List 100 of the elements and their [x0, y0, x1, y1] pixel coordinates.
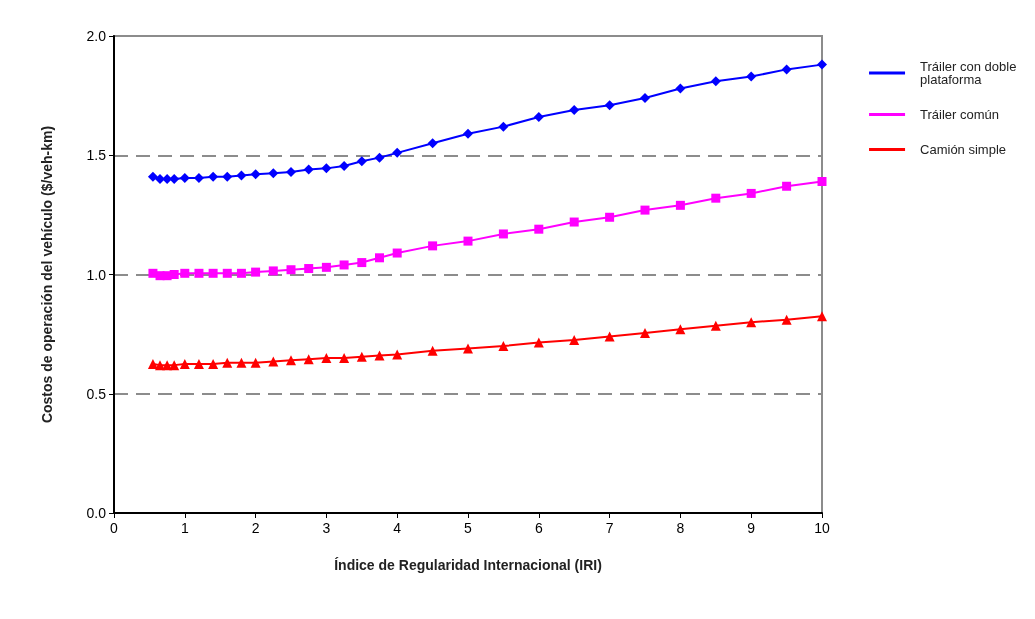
- point: [711, 193, 721, 203]
- point: [675, 324, 686, 335]
- x-tick-label: 8: [676, 520, 685, 536]
- point: [169, 270, 179, 279]
- point: [222, 357, 233, 368]
- point: [640, 327, 650, 338]
- point: [236, 357, 247, 368]
- point: [533, 112, 544, 123]
- point: [392, 248, 402, 258]
- point: [268, 356, 279, 367]
- point: [640, 205, 650, 215]
- point: [148, 268, 158, 278]
- point: [286, 166, 296, 177]
- x-tick-label: 2: [251, 520, 260, 536]
- point: [208, 358, 219, 369]
- point: [286, 355, 296, 366]
- point: [169, 174, 180, 185]
- point: [427, 345, 438, 356]
- point: [339, 352, 350, 363]
- point: [179, 172, 190, 183]
- point: [356, 351, 367, 362]
- x-tick-label: 6: [534, 520, 543, 536]
- point: [321, 352, 332, 363]
- point: [339, 160, 350, 171]
- point: [250, 169, 261, 180]
- point: [392, 349, 403, 360]
- point: [193, 358, 204, 369]
- y-tick-label: 1.0: [86, 266, 107, 283]
- y-tick-label: 0.5: [86, 385, 107, 402]
- y-tick-label: 1.5: [86, 147, 107, 164]
- point: [817, 59, 827, 70]
- point: [604, 100, 615, 111]
- point: [321, 262, 331, 272]
- point: [179, 358, 190, 369]
- point: [534, 224, 544, 234]
- point: [147, 358, 158, 369]
- point: [428, 241, 438, 251]
- point: [569, 217, 579, 227]
- x-tick-label: 10: [814, 520, 830, 536]
- point: [339, 260, 349, 270]
- point: [463, 236, 473, 246]
- point: [180, 268, 190, 278]
- point: [304, 264, 314, 274]
- point: [640, 93, 650, 104]
- point: [375, 253, 384, 263]
- point: [356, 156, 367, 167]
- point: [498, 121, 509, 132]
- point: [374, 350, 385, 361]
- y-axis-title: Costos de operación del vehículo ($/veh-km): [39, 125, 55, 424]
- point: [357, 258, 367, 268]
- point: [710, 76, 721, 87]
- point: [463, 343, 473, 354]
- point: [147, 171, 158, 182]
- point: [268, 168, 279, 179]
- point: [675, 83, 686, 94]
- point: [781, 314, 792, 325]
- x-tick-label: 1: [180, 520, 189, 536]
- point: [533, 337, 544, 348]
- point: [286, 265, 296, 275]
- x-tick-label: 4: [393, 520, 402, 536]
- point: [746, 188, 756, 198]
- legend-label: Camión simple: [920, 142, 1007, 157]
- x-tick-label: 9: [747, 520, 756, 536]
- point: [604, 331, 615, 342]
- point: [675, 200, 685, 210]
- point: [321, 163, 332, 174]
- point: [268, 266, 278, 276]
- point: [817, 176, 827, 186]
- x-tick-label: 3: [322, 520, 331, 536]
- point: [392, 147, 403, 158]
- legend-label: Tráiler común: [920, 107, 1000, 122]
- point: [236, 170, 247, 181]
- point: [569, 335, 580, 346]
- point: [222, 268, 232, 278]
- point: [781, 64, 792, 75]
- x-tick-label: 0: [110, 520, 119, 536]
- point: [251, 267, 261, 277]
- legend-label: Tráiler con doble plataforma: [920, 59, 1021, 87]
- point: [605, 212, 615, 222]
- point: [463, 128, 473, 139]
- point: [222, 171, 233, 182]
- point: [498, 341, 509, 352]
- x-tick-label: 5: [464, 520, 473, 536]
- point: [498, 229, 508, 239]
- point: [303, 354, 314, 365]
- point: [169, 360, 180, 371]
- point: [746, 71, 757, 82]
- point: [427, 138, 438, 149]
- point: [817, 311, 827, 322]
- point: [782, 181, 792, 191]
- point: [746, 317, 757, 328]
- x-tick-label: 7: [605, 520, 614, 536]
- point: [155, 360, 166, 371]
- point: [374, 152, 385, 163]
- x-axis-title: Índice de Regularidad Internacional (IRI): [334, 557, 602, 573]
- point: [162, 360, 173, 371]
- point: [236, 268, 246, 278]
- point: [303, 164, 314, 175]
- point: [194, 268, 204, 278]
- point: [710, 320, 721, 331]
